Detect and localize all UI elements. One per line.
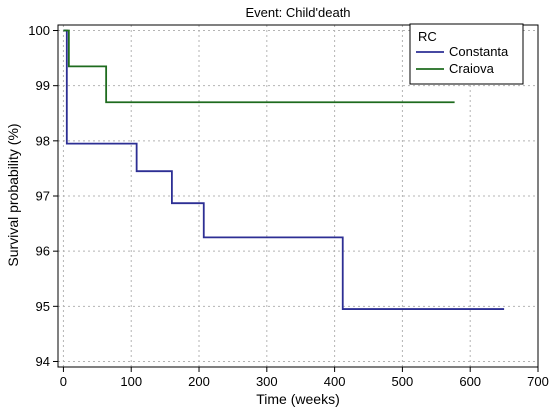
series-line-constanta (63, 29, 505, 310)
legend-box (409, 23, 524, 85)
legend: RC Constanta Craiova (409, 23, 524, 85)
y-tick-label: 99 (36, 78, 50, 93)
y-tick-label: 94 (36, 354, 50, 369)
y-tick-label: 98 (36, 133, 50, 148)
x-tick-label: 200 (188, 374, 210, 389)
x-tick-label: 300 (256, 374, 278, 389)
chart-title: Event: Child'death (245, 5, 350, 20)
x-tick-label: 400 (324, 374, 346, 389)
legend-label-constanta: Constanta (449, 44, 509, 59)
axis-ticks: 0 100 200 300 400 500 600 700 94 95 96 97 98 99 100 (28, 23, 549, 389)
grid-lines (58, 25, 539, 367)
y-tick-label: 95 (36, 299, 50, 314)
legend-entries: Constanta Craiova (416, 44, 509, 76)
x-tick-label: 700 (527, 374, 549, 389)
y-tick-label: 96 (36, 244, 50, 259)
x-tick-label: 0 (60, 374, 67, 389)
legend-label-craiova: Craiova (449, 61, 495, 76)
x-axis-label: Time (weeks) (256, 391, 340, 407)
x-tick-label: 100 (120, 374, 142, 389)
y-tick-label: 97 (36, 189, 50, 204)
series-layer (63, 29, 505, 310)
legend-title: RC (418, 29, 437, 44)
y-tick-label: 100 (28, 23, 50, 38)
series-line-craiova (63, 29, 455, 104)
y-axis-label: Survival probability (%) (5, 123, 21, 266)
x-tick-label: 500 (392, 374, 414, 389)
x-tick-label: 600 (459, 374, 481, 389)
